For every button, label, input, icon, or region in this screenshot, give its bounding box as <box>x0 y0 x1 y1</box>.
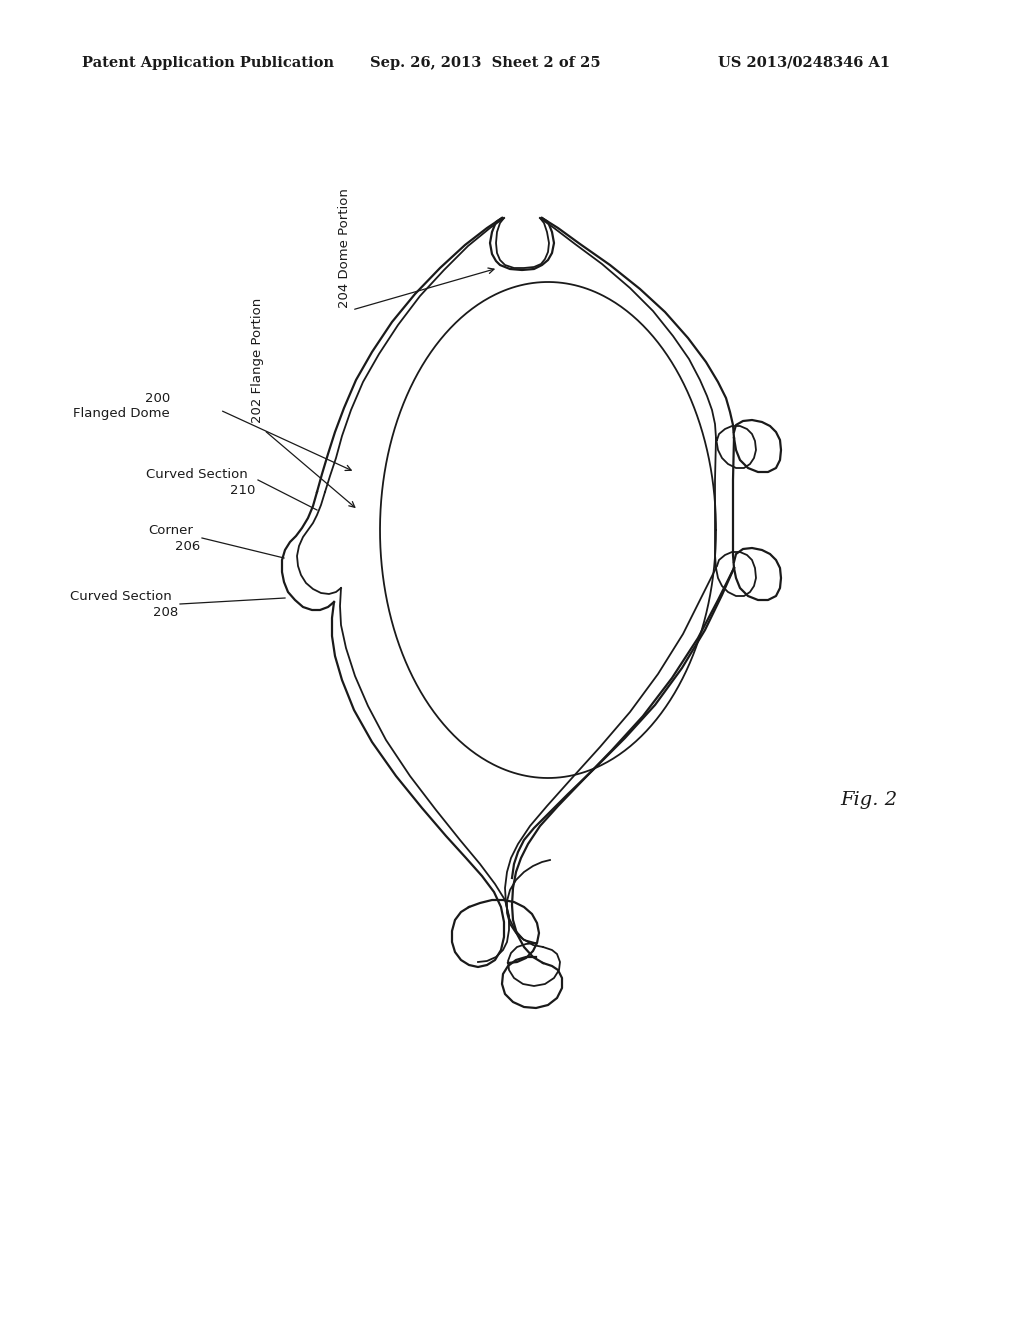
Text: 204 Dome Portion: 204 Dome Portion <box>339 187 351 308</box>
Text: US 2013/0248346 A1: US 2013/0248346 A1 <box>718 55 890 70</box>
Text: 202 Flange Portion: 202 Flange Portion <box>252 297 264 422</box>
Text: Patent Application Publication: Patent Application Publication <box>82 55 334 70</box>
Text: 200: 200 <box>144 392 170 404</box>
Text: 210: 210 <box>229 483 255 496</box>
Text: Flanged Dome: Flanged Dome <box>74 407 170 420</box>
Text: Sep. 26, 2013  Sheet 2 of 25: Sep. 26, 2013 Sheet 2 of 25 <box>370 55 601 70</box>
Text: Fig. 2: Fig. 2 <box>840 791 897 809</box>
Text: Curved Section: Curved Section <box>71 590 172 602</box>
Text: Corner: Corner <box>148 524 193 536</box>
Text: 208: 208 <box>153 606 178 619</box>
Text: Curved Section: Curved Section <box>146 467 248 480</box>
Text: 206: 206 <box>175 540 200 553</box>
